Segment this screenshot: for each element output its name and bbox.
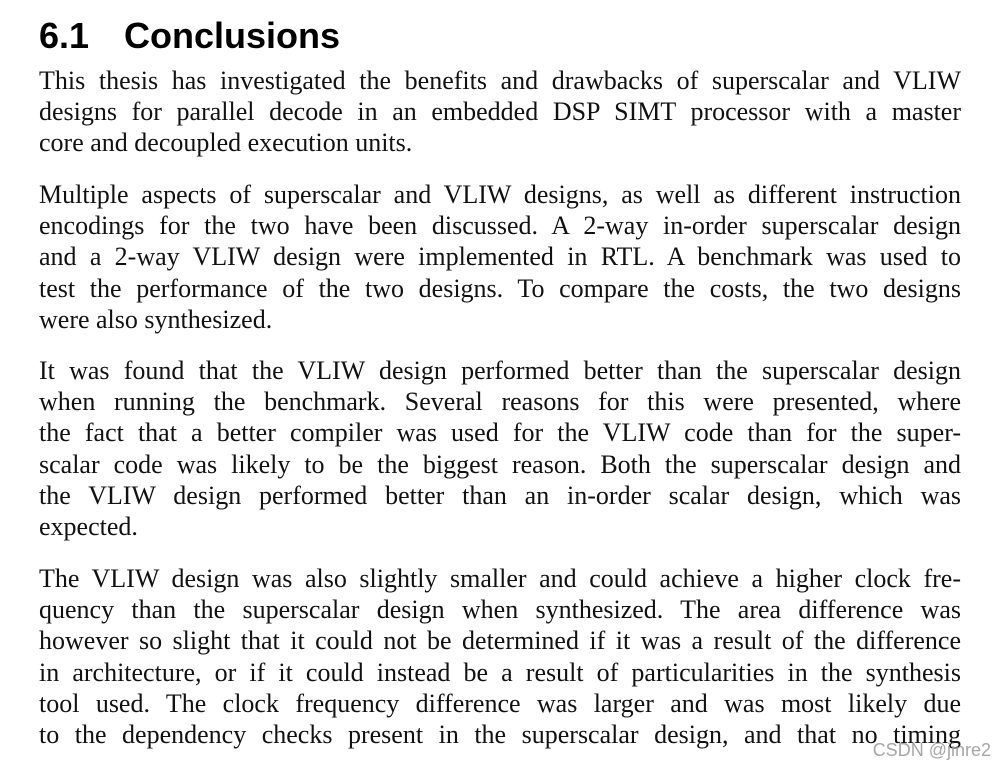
paragraph-line: the VLIW design performed better than an… xyxy=(39,480,961,510)
paragraph-line: in architecture, or if it could instead … xyxy=(39,657,961,687)
paragraph-line: encodings for the two have been discusse… xyxy=(39,211,961,241)
paragraph-line: expected. xyxy=(39,511,138,541)
paragraph-line: were also synthesized. xyxy=(39,304,273,334)
watermark: CSDN @jinre2 xyxy=(872,740,991,760)
paragraph-line: It was found that the VLIW design perfor… xyxy=(39,356,961,385)
section-heading: 6.1 Conclusions xyxy=(39,14,340,58)
paragraph-line: scalar code was likely to be the biggest… xyxy=(39,449,961,479)
paragraph-2: Multiple aspects of superscalar and VLIW… xyxy=(39,179,961,335)
paragraph-line: quency than the superscalar design when … xyxy=(39,595,961,625)
paragraph-line: to the dependency checks present in the … xyxy=(39,719,961,749)
paragraph-line: when running the benchmark. Several reas… xyxy=(39,387,961,417)
paragraph-line: core and decoupled execution units. xyxy=(39,128,413,158)
paragraph-line: Multiple aspects of superscalar and VLIW… xyxy=(39,180,961,209)
paragraph-1: This thesis has investigated the benefit… xyxy=(39,65,961,159)
paragraph-line: however so slight that it could not be d… xyxy=(39,626,961,656)
section-number: 6.1 xyxy=(39,15,90,56)
section-title: Conclusions xyxy=(124,15,341,56)
paragraph-line: the fact that a better compiler was used… xyxy=(39,418,961,448)
paragraph-line: This thesis has investigated the benefit… xyxy=(39,66,961,95)
paragraph-line: test the performance of the two designs.… xyxy=(39,273,961,303)
paragraph-line: designs for parallel decode in an embedd… xyxy=(39,97,961,127)
paragraph-line: tool used. The clock frequency differenc… xyxy=(39,688,961,718)
paragraph-line: The VLIW design was also slightly smalle… xyxy=(39,564,961,593)
paragraph-line: and a 2-way VLIW design were implemented… xyxy=(39,242,961,272)
paragraph-3: It was found that the VLIW design perfor… xyxy=(39,355,961,542)
paragraph-4: The VLIW design was also slightly smalle… xyxy=(39,563,961,750)
